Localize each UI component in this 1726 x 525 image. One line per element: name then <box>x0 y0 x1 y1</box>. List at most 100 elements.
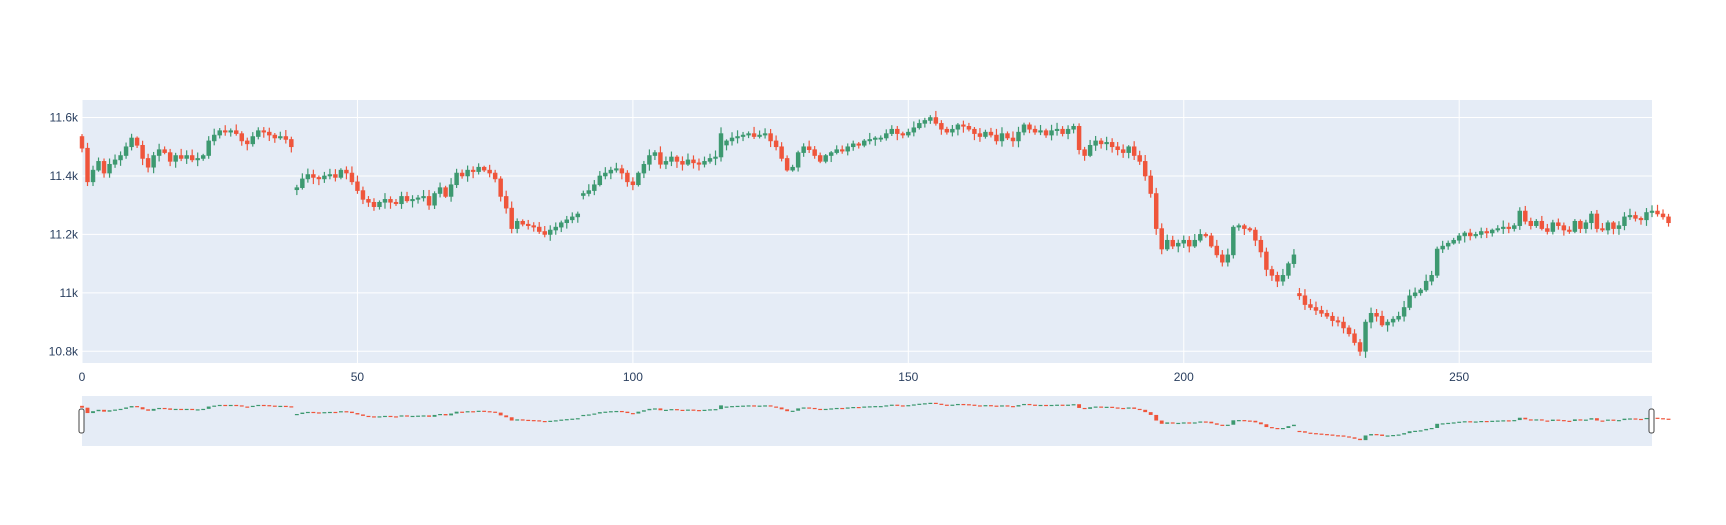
candle-decreasing[interactable] <box>360 186 366 205</box>
candle-decreasing[interactable] <box>1633 211 1638 222</box>
candle-decreasing[interactable] <box>371 198 377 211</box>
candle-decreasing[interactable] <box>79 134 85 153</box>
candle-increasing[interactable] <box>652 150 658 161</box>
candle-increasing[interactable] <box>586 184 592 197</box>
candle-increasing[interactable] <box>173 152 178 168</box>
candle-decreasing[interactable] <box>1214 239 1220 258</box>
candle-decreasing[interactable] <box>1561 222 1567 236</box>
candle-increasing[interactable] <box>1385 319 1390 332</box>
candle-decreasing[interactable] <box>1032 125 1038 135</box>
candle-increasing[interactable] <box>123 142 129 159</box>
candle-decreasing[interactable] <box>944 126 950 135</box>
candle-increasing[interactable] <box>641 160 647 179</box>
candle-increasing[interactable] <box>1049 124 1054 141</box>
candle-increasing[interactable] <box>437 182 443 198</box>
candle-increasing[interactable] <box>1225 248 1231 267</box>
candle-decreasing[interactable] <box>1308 298 1313 311</box>
candle-decreasing[interactable] <box>145 153 151 173</box>
candle-increasing[interactable] <box>1627 208 1633 220</box>
candle-decreasing[interactable] <box>1578 219 1583 234</box>
candle-decreasing[interactable] <box>619 164 625 180</box>
candle-decreasing[interactable] <box>1611 221 1616 235</box>
candle-increasing[interactable] <box>1065 125 1071 140</box>
candle-increasing[interactable] <box>1451 237 1456 245</box>
candle-increasing[interactable] <box>399 191 404 209</box>
candle-increasing[interactable] <box>184 150 189 164</box>
candle-decreasing[interactable] <box>388 196 393 209</box>
candle-decreasing[interactable] <box>443 185 448 198</box>
candle-decreasing[interactable] <box>272 133 278 143</box>
candle-increasing[interactable] <box>1396 311 1401 322</box>
candle-increasing[interactable] <box>1176 239 1181 253</box>
candle-increasing[interactable] <box>746 131 751 139</box>
candle-increasing[interactable] <box>762 128 768 139</box>
candle-increasing[interactable] <box>1192 234 1198 248</box>
candle-increasing[interactable] <box>669 151 674 167</box>
candle-increasing[interactable] <box>1550 219 1556 235</box>
candle-increasing[interactable] <box>465 165 470 182</box>
candle-decreasing[interactable] <box>839 145 845 154</box>
candle-increasing[interactable] <box>823 153 828 164</box>
candle-increasing[interactable] <box>564 215 570 229</box>
candle-increasing[interactable] <box>1462 231 1467 243</box>
candle-decreasing[interactable] <box>261 127 267 138</box>
candle-increasing[interactable] <box>663 156 669 170</box>
candle-increasing[interactable] <box>1479 227 1484 239</box>
candle-decreasing[interactable] <box>1324 309 1330 319</box>
candle-increasing[interactable] <box>327 168 333 180</box>
candle-increasing[interactable] <box>1495 225 1500 233</box>
candle-increasing[interactable] <box>801 143 806 157</box>
candle-increasing[interactable] <box>1390 316 1396 327</box>
candle-decreasing[interactable] <box>481 165 487 173</box>
candle-increasing[interactable] <box>592 180 597 196</box>
candle-increasing[interactable] <box>1572 219 1578 234</box>
candle-increasing[interactable] <box>129 133 134 151</box>
candle-decreasing[interactable] <box>1137 150 1142 165</box>
candle-decreasing[interactable] <box>134 136 140 149</box>
candle-increasing[interactable] <box>1412 287 1418 299</box>
candle-increasing[interactable] <box>96 157 101 172</box>
candle-decreasing[interactable] <box>812 146 817 159</box>
candle-increasing[interactable] <box>382 193 388 209</box>
candle-increasing[interactable] <box>151 151 156 174</box>
candle-decreasing[interactable] <box>1374 309 1379 322</box>
candle-decreasing[interactable] <box>1567 226 1572 234</box>
candle-increasing[interactable] <box>1423 274 1429 292</box>
candle-increasing[interactable] <box>1231 225 1236 259</box>
range-slider-right-handle[interactable] <box>1648 408 1655 434</box>
candle-increasing[interactable] <box>211 128 217 146</box>
candle-decreasing[interactable] <box>1258 235 1264 258</box>
candle-decreasing[interactable] <box>167 148 173 167</box>
candle-increasing[interactable] <box>1534 219 1539 228</box>
candle-increasing[interactable] <box>614 162 619 173</box>
candle-increasing[interactable] <box>1368 307 1374 329</box>
candle-decreasing[interactable] <box>520 219 525 227</box>
candle-decreasing[interactable] <box>1346 325 1352 337</box>
candle-decreasing[interactable] <box>1594 209 1600 233</box>
candle-decreasing[interactable] <box>674 155 680 168</box>
candle-decreasing[interactable] <box>1357 338 1363 356</box>
candle-increasing[interactable] <box>570 212 575 224</box>
candle-increasing[interactable] <box>90 165 96 187</box>
candle-decreasing[interactable] <box>994 128 999 145</box>
candle-decreasing[interactable] <box>470 166 476 179</box>
candle-decreasing[interactable] <box>1335 316 1341 327</box>
candle-decreasing[interactable] <box>525 219 531 230</box>
candle-increasing[interactable] <box>206 136 211 159</box>
candle-increasing[interactable] <box>300 173 305 190</box>
candle-decreasing[interactable] <box>1523 205 1528 225</box>
candle-increasing[interactable] <box>1517 207 1523 230</box>
candle-increasing[interactable] <box>553 222 558 235</box>
candle-decreasing[interactable] <box>1148 170 1153 198</box>
range-slider-background[interactable] <box>82 396 1652 446</box>
candle-decreasing[interactable] <box>1209 232 1214 248</box>
candle-decreasing[interactable] <box>658 146 663 169</box>
candle-decreasing[interactable] <box>492 169 498 183</box>
candle-increasing[interactable] <box>862 138 867 148</box>
candle-decreasing[interactable] <box>1297 287 1302 300</box>
candle-increasing[interactable] <box>1291 249 1297 268</box>
candle-decreasing[interactable] <box>977 128 983 142</box>
candle-increasing[interactable] <box>514 218 520 234</box>
candle-increasing[interactable] <box>118 151 123 166</box>
candle-decreasing[interactable] <box>1115 142 1120 156</box>
